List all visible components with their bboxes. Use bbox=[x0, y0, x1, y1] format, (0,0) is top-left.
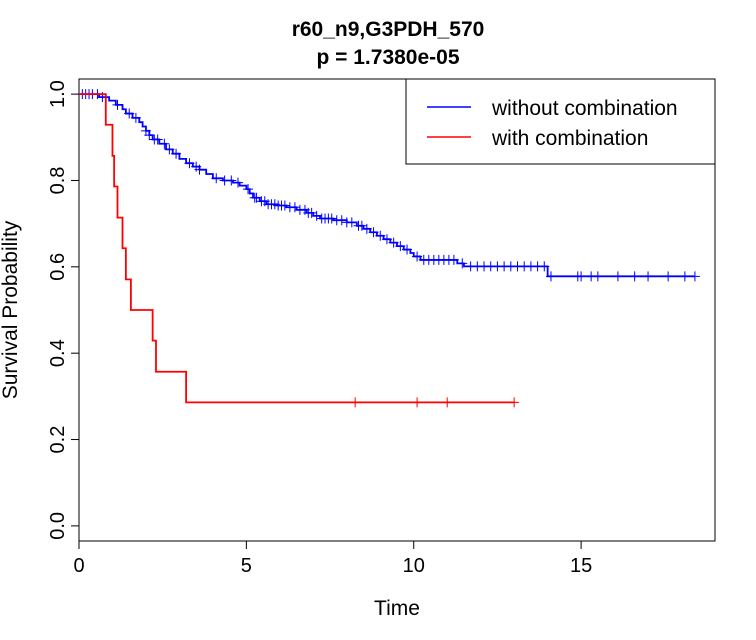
x-tick-label: 10 bbox=[403, 555, 425, 577]
censor-mark-without-combination bbox=[545, 271, 556, 282]
censor-mark-without-combination bbox=[448, 254, 459, 265]
censor-mark-without-combination bbox=[629, 271, 640, 282]
censor-mark-without-combination bbox=[346, 217, 357, 228]
censor-mark-without-combination bbox=[279, 200, 290, 211]
censor-mark-without-combination bbox=[356, 220, 367, 231]
censor-mark-with-combination bbox=[350, 397, 361, 408]
series-layer bbox=[77, 89, 700, 408]
censor-mark-without-combination bbox=[663, 271, 674, 282]
y-tick-label: 0.6 bbox=[47, 253, 69, 281]
series-line-with-combination bbox=[79, 93, 515, 404]
censor-mark-without-combination bbox=[457, 258, 468, 269]
legend-label-with-combination: with combination bbox=[491, 127, 648, 150]
censor-mark-without-combination bbox=[112, 99, 123, 110]
censor-mark-without-combination bbox=[592, 271, 603, 282]
x-axis: 0 5 10 15 bbox=[73, 540, 592, 577]
legend: without combination with combination bbox=[405, 78, 716, 165]
y-tick-label: 0.8 bbox=[47, 167, 69, 195]
x-tick-label: 5 bbox=[241, 555, 252, 577]
censor-mark-without-combination bbox=[361, 223, 372, 234]
censor-mark-without-combination bbox=[412, 251, 423, 262]
censor-mark-without-combination bbox=[375, 230, 386, 241]
censor-mark-without-combination bbox=[679, 271, 690, 282]
legend-label-without-combination: without combination bbox=[491, 97, 678, 120]
x-tick-label: 0 bbox=[73, 555, 84, 577]
censor-mark-without-combination bbox=[226, 175, 237, 186]
censor-mark-with-combination bbox=[509, 397, 520, 408]
censor-mark-with-combination bbox=[442, 397, 453, 408]
censor-mark-without-combination bbox=[243, 184, 254, 195]
censor-mark-without-combination bbox=[124, 108, 135, 119]
censor-mark-without-combination bbox=[152, 134, 163, 145]
x-axis-label: Time bbox=[374, 597, 420, 620]
censor-mark-without-combination bbox=[306, 207, 317, 218]
censor-mark-without-combination bbox=[368, 227, 379, 238]
censor-mark-without-combination bbox=[381, 234, 392, 245]
chart-title: r60_n9,G3PDH_570 bbox=[292, 18, 485, 41]
censor-mark-without-combination bbox=[144, 130, 155, 141]
y-axis: 0.0 0.2 0.4 0.6 0.8 1.0 bbox=[47, 80, 80, 540]
chart-subtitle: p = 1.7380e-05 bbox=[316, 46, 459, 69]
censor-mark-without-combination bbox=[402, 244, 413, 255]
censor-mark-without-combination bbox=[643, 271, 654, 282]
censor-mark-without-combination bbox=[164, 144, 175, 155]
censor-mark-without-combination bbox=[171, 148, 182, 159]
y-tick-label: 0.2 bbox=[47, 426, 69, 454]
censor-mark-without-combination bbox=[289, 202, 300, 213]
legend-box bbox=[405, 78, 716, 165]
censor-mark-without-combination bbox=[130, 112, 141, 123]
censor-mark-with-combination bbox=[412, 397, 423, 408]
y-axis-label: Survival Probability bbox=[0, 220, 22, 399]
censor-mark-without-combination bbox=[326, 213, 337, 224]
censor-mark-without-combination bbox=[689, 271, 700, 282]
x-tick-label: 15 bbox=[570, 555, 592, 577]
y-tick-label: 1.0 bbox=[47, 80, 69, 108]
censor-mark-without-combination bbox=[395, 241, 406, 252]
censor-mark-without-combination bbox=[251, 192, 262, 203]
y-tick-label: 0.4 bbox=[47, 339, 69, 367]
censor-mark-without-combination bbox=[388, 237, 399, 248]
censor-mark-without-combination bbox=[159, 138, 170, 149]
y-tick-label: 0.0 bbox=[47, 512, 69, 540]
censor-mark-without-combination bbox=[612, 271, 623, 282]
censor-mark-without-combination bbox=[311, 210, 322, 221]
censor-mark-without-combination bbox=[184, 158, 195, 169]
censor-mark-without-combination bbox=[539, 261, 550, 272]
censor-mark-without-combination bbox=[194, 164, 205, 175]
censor-mark-without-combination bbox=[336, 215, 347, 226]
censor-mark-without-combination bbox=[211, 173, 222, 184]
censor-mark-without-combination bbox=[233, 177, 243, 188]
censor-mark-without-combination bbox=[576, 271, 587, 282]
